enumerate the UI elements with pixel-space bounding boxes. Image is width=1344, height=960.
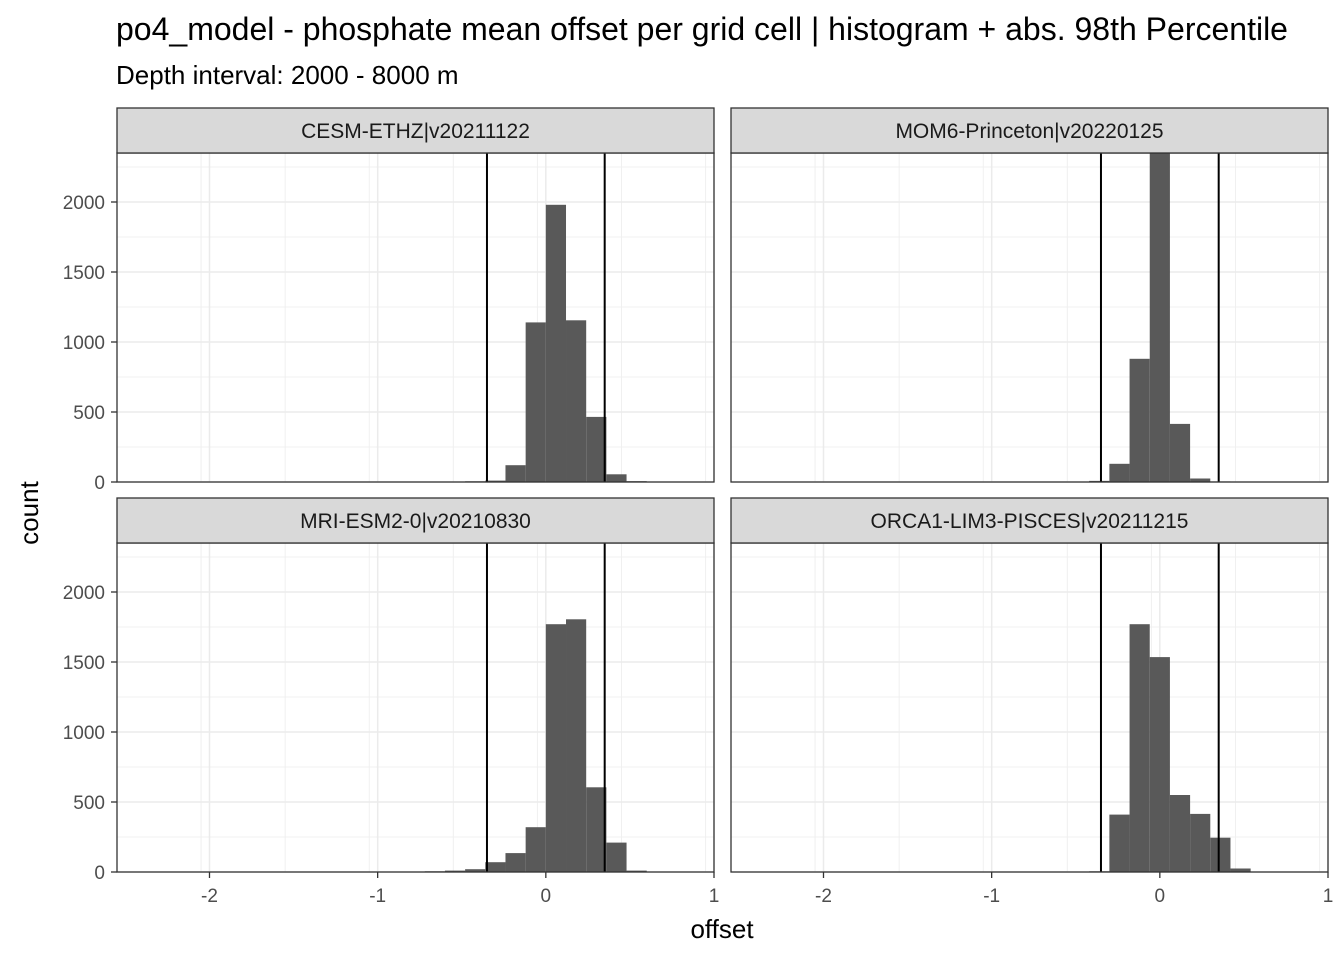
facet-panel: ORCA1-LIM3-PISCES|v20211215 -2 -1 0 1 — [730, 497, 1334, 907]
x-tick-label: -2 — [201, 886, 218, 907]
histogram-bar — [606, 842, 627, 872]
y-tick-label: 1500 — [63, 263, 105, 284]
x-tick-label: -1 — [983, 886, 1000, 907]
histogram-bar — [606, 474, 627, 482]
histogram-bar — [1149, 657, 1170, 872]
facet-strip-label: CESM-ETHZ|v20211122 — [301, 120, 530, 143]
y-axis-title: count — [14, 480, 44, 544]
histogram-bar — [566, 320, 587, 482]
histogram-bar — [1109, 463, 1130, 482]
facet-strip — [116, 107, 715, 154]
histogram-bars — [424, 204, 688, 482]
facet-strip — [730, 497, 1329, 544]
histogram-bar — [1169, 423, 1191, 482]
facet-strip-label: ORCA1-LIM3-PISCES|v20211215 — [871, 510, 1189, 533]
histogram-bar — [1149, 153, 1170, 482]
histogram-bar — [505, 465, 526, 482]
facet-strip-label: MOM6-Princeton|v20220125 — [895, 120, 1163, 143]
histogram-bar — [1210, 837, 1231, 872]
histogram-bar — [586, 416, 607, 482]
x-tick-label: 0 — [541, 886, 552, 907]
histogram-bar — [566, 619, 587, 872]
facet-panel: MOM6-Princeton|v20220125 — [730, 107, 1329, 483]
facet-strip-label: MRI-ESM2-0|v20210830 — [300, 510, 531, 533]
x-tick-label: 1 — [1323, 886, 1334, 907]
histogram-bar — [465, 869, 486, 872]
histogram-bar — [1109, 814, 1130, 872]
panel-background — [731, 153, 1328, 482]
histogram-bar — [626, 870, 647, 872]
facet-strip — [730, 107, 1329, 154]
y-tick-label: 1000 — [63, 333, 105, 354]
y-tick-label: 0 — [94, 863, 105, 884]
y-tick-label: 1000 — [63, 723, 105, 744]
y-tick-label: 500 — [73, 403, 105, 424]
histogram-bar — [444, 870, 466, 872]
y-tick-label: 2000 — [63, 193, 105, 214]
histogram-bars — [1089, 153, 1231, 482]
facet-panels: CESM-ETHZ|v202111220500100015002000MOM6-… — [63, 107, 1334, 907]
y-tick-label: 0 — [94, 473, 105, 494]
x-tick-label: 0 — [1155, 886, 1166, 907]
histogram-bar — [545, 624, 567, 872]
x-tick-label: -1 — [369, 886, 386, 907]
chart-subtitle: Depth interval: 2000 - 8000 m — [116, 60, 459, 90]
histogram-bar — [485, 480, 506, 482]
histogram-bars — [404, 619, 667, 872]
histogram-bar — [525, 827, 546, 872]
histogram-bar — [1190, 813, 1211, 872]
panel-background — [117, 153, 714, 482]
histogram-bar — [545, 204, 567, 482]
y-tick-label: 2000 — [63, 583, 105, 604]
facet-panel: MRI-ESM2-0|v20210830 0 500 1000 1500 2000 -2 -1… — [63, 497, 720, 907]
histogram-bar — [1129, 624, 1150, 872]
histogram-bar — [1169, 795, 1191, 872]
y-tick-label: 500 — [73, 793, 105, 814]
y-tick-label: 1500 — [63, 653, 105, 674]
x-tick-label: -2 — [815, 886, 832, 907]
histogram-bar — [485, 862, 506, 872]
chart-title: po4_model - phosphate mean offset per gr… — [116, 11, 1288, 47]
panel-background — [117, 543, 714, 872]
facet-panel: CESM-ETHZ|v20211122 0 500 1000 1500 2000 — [63, 107, 715, 494]
histogram-bar — [1129, 358, 1150, 482]
histogram-bar — [1230, 868, 1251, 872]
x-tick-label: 1 — [709, 886, 720, 907]
histogram-bars — [1089, 624, 1271, 872]
x-axis-title: offset — [690, 914, 754, 944]
facet-strip — [116, 497, 715, 544]
histogram-bar — [525, 322, 546, 482]
histogram-bar — [505, 853, 526, 872]
histogram-bar — [586, 787, 607, 872]
histogram-bar — [1190, 478, 1211, 482]
panel-background — [731, 543, 1328, 872]
